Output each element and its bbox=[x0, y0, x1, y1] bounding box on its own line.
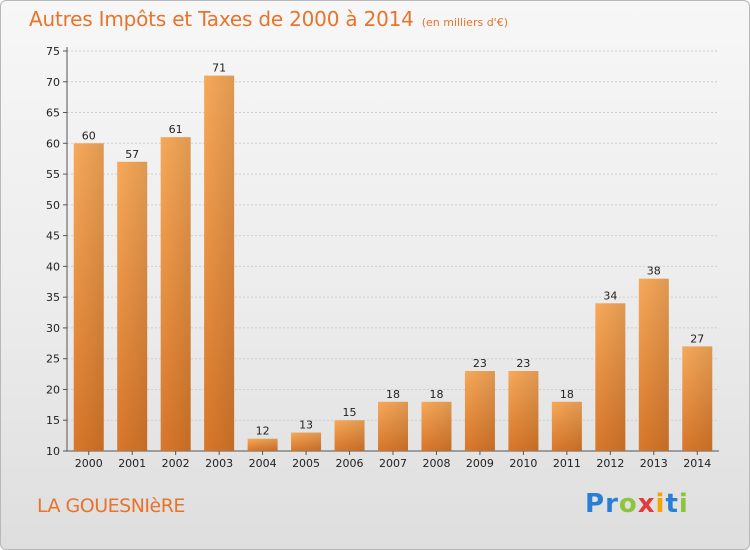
y-tick-label: 75 bbox=[46, 45, 60, 58]
value-label: 71 bbox=[212, 62, 226, 75]
x-tick-label: 2014 bbox=[683, 457, 711, 470]
bar-shade bbox=[464, 371, 495, 451]
labels: 60 2000 57 2001 61 2002 71 2003 12 2004 13 2005 15 20… bbox=[75, 62, 712, 470]
value-label: 57 bbox=[125, 148, 139, 161]
value-label: 61 bbox=[169, 123, 183, 136]
logo-letter: t bbox=[665, 489, 679, 519]
logo-letter: o bbox=[618, 489, 638, 519]
bar-shade bbox=[551, 401, 582, 451]
bar-shade bbox=[247, 438, 278, 451]
bar-shade bbox=[204, 75, 235, 451]
value-label: 60 bbox=[82, 129, 96, 142]
x-tick-label: 2002 bbox=[162, 457, 190, 470]
x-tick-label: 2012 bbox=[596, 457, 624, 470]
value-label: 23 bbox=[516, 357, 530, 370]
x-tick-label: 2004 bbox=[249, 457, 277, 470]
logo-letter: x bbox=[637, 489, 656, 519]
value-label: 18 bbox=[429, 388, 443, 401]
chart-title-text: Autres Impôts et Taxes de 2000 à 2014 bbox=[29, 7, 414, 31]
bar-shade bbox=[378, 401, 408, 451]
chart-unit: (en milliers d'€) bbox=[421, 16, 508, 29]
y-tick-label: 40 bbox=[46, 260, 60, 273]
value-label: 38 bbox=[647, 265, 661, 278]
y-tick-label: 50 bbox=[46, 199, 60, 212]
logo-letter: i bbox=[655, 489, 666, 519]
bar-shade bbox=[508, 371, 539, 451]
value-label: 12 bbox=[256, 425, 270, 438]
x-tick-label: 2010 bbox=[509, 457, 537, 470]
x-tick-label: 2001 bbox=[118, 457, 146, 470]
bar-shade bbox=[160, 137, 191, 451]
y-tick-label: 30 bbox=[46, 322, 60, 335]
y-tick-label: 35 bbox=[46, 291, 60, 304]
commune-name: LA GOUESNIèRE bbox=[37, 495, 185, 517]
bar-shade bbox=[638, 278, 669, 451]
y-tick-label: 25 bbox=[46, 353, 60, 366]
bar-shade bbox=[595, 303, 626, 451]
y-tick-label: 20 bbox=[46, 383, 60, 396]
value-label: 18 bbox=[560, 388, 574, 401]
x-tick-label: 2013 bbox=[640, 457, 668, 470]
logo-letter: r bbox=[605, 489, 619, 519]
value-label: 18 bbox=[386, 388, 400, 401]
bar-shade bbox=[291, 432, 322, 451]
y-tick-label: 45 bbox=[46, 230, 60, 243]
y-tick-label: 65 bbox=[46, 107, 60, 120]
y-tick-label: 55 bbox=[46, 168, 60, 181]
x-tick-label: 2009 bbox=[466, 457, 494, 470]
bars bbox=[73, 75, 713, 452]
y-tick-label: 70 bbox=[46, 76, 60, 89]
y-tick-label: 60 bbox=[46, 137, 60, 150]
bar-shade bbox=[334, 420, 365, 451]
chart-title: Autres Impôts et Taxes de 2000 à 2014 (en… bbox=[29, 7, 508, 31]
axes: 10 15 20 25 30 35 40 45 50 55 60 65 70 75 bbox=[46, 45, 719, 458]
x-tick-label: 2006 bbox=[336, 457, 364, 470]
bar-shade bbox=[117, 161, 148, 451]
value-label: 23 bbox=[473, 357, 487, 370]
x-tick-label: 2007 bbox=[379, 457, 407, 470]
x-tick-label: 2000 bbox=[75, 457, 103, 470]
value-label: 15 bbox=[343, 406, 357, 419]
x-tick-label: 2008 bbox=[422, 457, 450, 470]
x-tick-label: 2003 bbox=[205, 457, 233, 470]
value-label: 27 bbox=[690, 332, 704, 345]
value-label: 34 bbox=[603, 289, 617, 302]
x-tick-label: 2005 bbox=[292, 457, 320, 470]
bar-shade bbox=[682, 346, 713, 451]
logo-letter: i bbox=[678, 489, 689, 519]
y-tick-label: 15 bbox=[46, 414, 60, 427]
bar-shade bbox=[73, 143, 104, 452]
logo-letter: P bbox=[585, 489, 606, 519]
proxiti-logo: Proxiti bbox=[585, 489, 689, 519]
y-tick-label: 10 bbox=[46, 445, 60, 458]
bar-shade bbox=[421, 401, 452, 451]
value-label: 13 bbox=[299, 419, 313, 432]
x-tick-label: 2011 bbox=[553, 457, 581, 470]
